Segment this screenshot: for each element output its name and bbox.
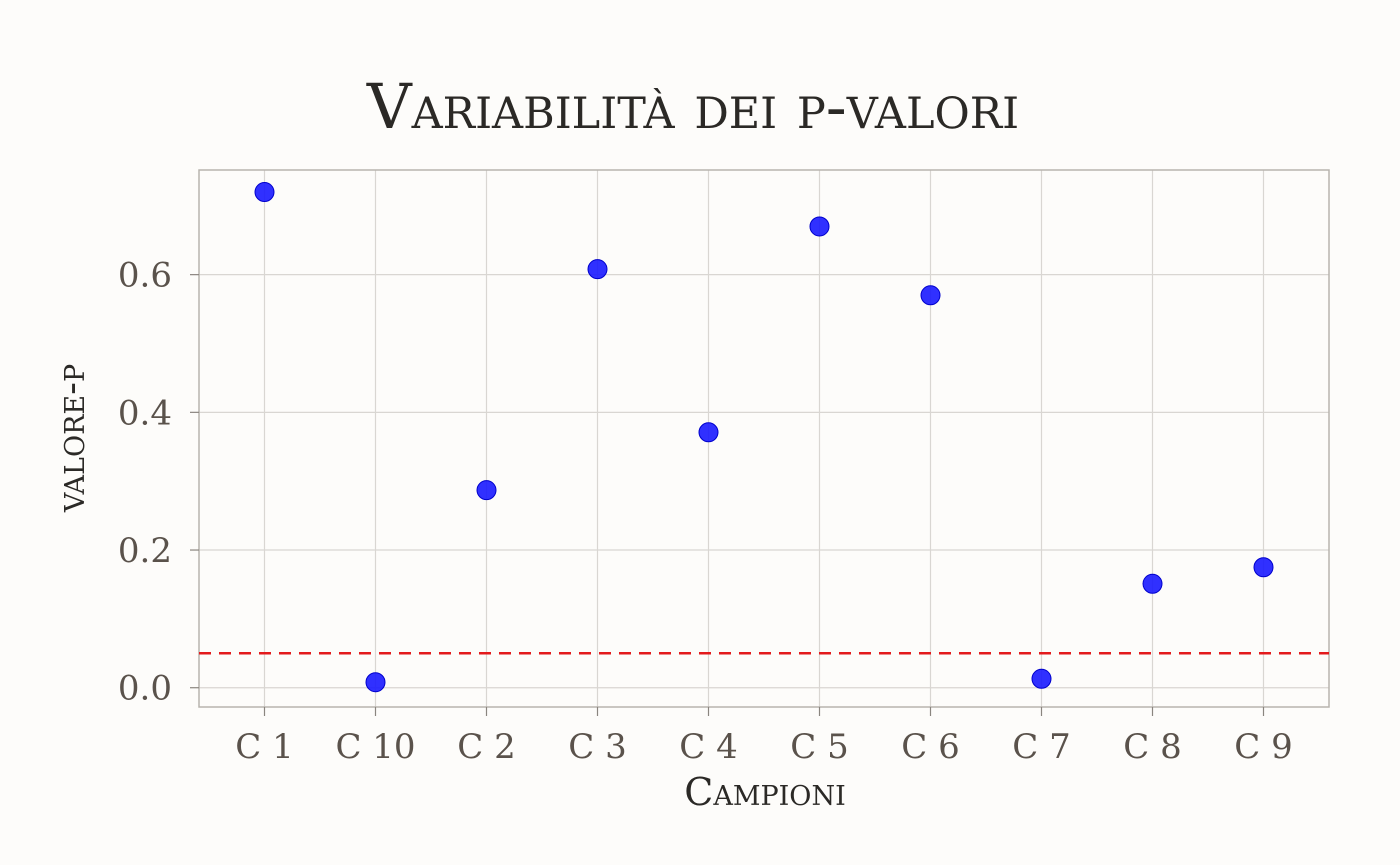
- x-tick-label: C 4: [679, 727, 737, 767]
- data-point: [1253, 557, 1274, 578]
- data-point: [698, 422, 719, 443]
- y-axis-ticks: 0.0 0.2 0.4 0.6: [118, 256, 199, 709]
- plot-border: [198, 169, 1330, 708]
- grid: [199, 170, 1329, 707]
- x-tick-label: C 1: [235, 727, 293, 767]
- data-point: [809, 216, 830, 237]
- chart-title: Variabilità dei p-valori: [366, 70, 1019, 143]
- y-tick-label: 0.6: [118, 256, 172, 296]
- x-tick-label: C 6: [901, 727, 959, 767]
- data-points: [254, 182, 1274, 693]
- data-point: [365, 672, 386, 693]
- x-tick-label: C 5: [790, 727, 848, 767]
- data-point: [587, 259, 608, 280]
- x-axis-ticks: C 1 C 10 C 2 C 3 C 4 C 5 C 6 C 7 C 8 C 9: [235, 707, 1293, 767]
- data-point: [1142, 573, 1163, 594]
- data-point: [254, 182, 275, 203]
- x-tick-label: C 8: [1123, 727, 1181, 767]
- x-tick-label: C 3: [568, 727, 626, 767]
- data-point: [1031, 668, 1052, 689]
- y-axis-title: valore-p: [49, 364, 93, 513]
- x-tick-label: C 9: [1234, 727, 1292, 767]
- data-point: [920, 285, 941, 306]
- y-tick-label: 0.4: [118, 393, 172, 433]
- y-tick-label: 0.0: [118, 669, 172, 709]
- x-tick-label: C 2: [457, 727, 515, 767]
- data-point: [476, 480, 497, 501]
- x-axis-title: Campioni: [684, 770, 845, 814]
- x-tick-label: C 10: [335, 727, 415, 767]
- x-tick-label: C 7: [1012, 727, 1070, 767]
- y-tick-label: 0.2: [118, 531, 172, 571]
